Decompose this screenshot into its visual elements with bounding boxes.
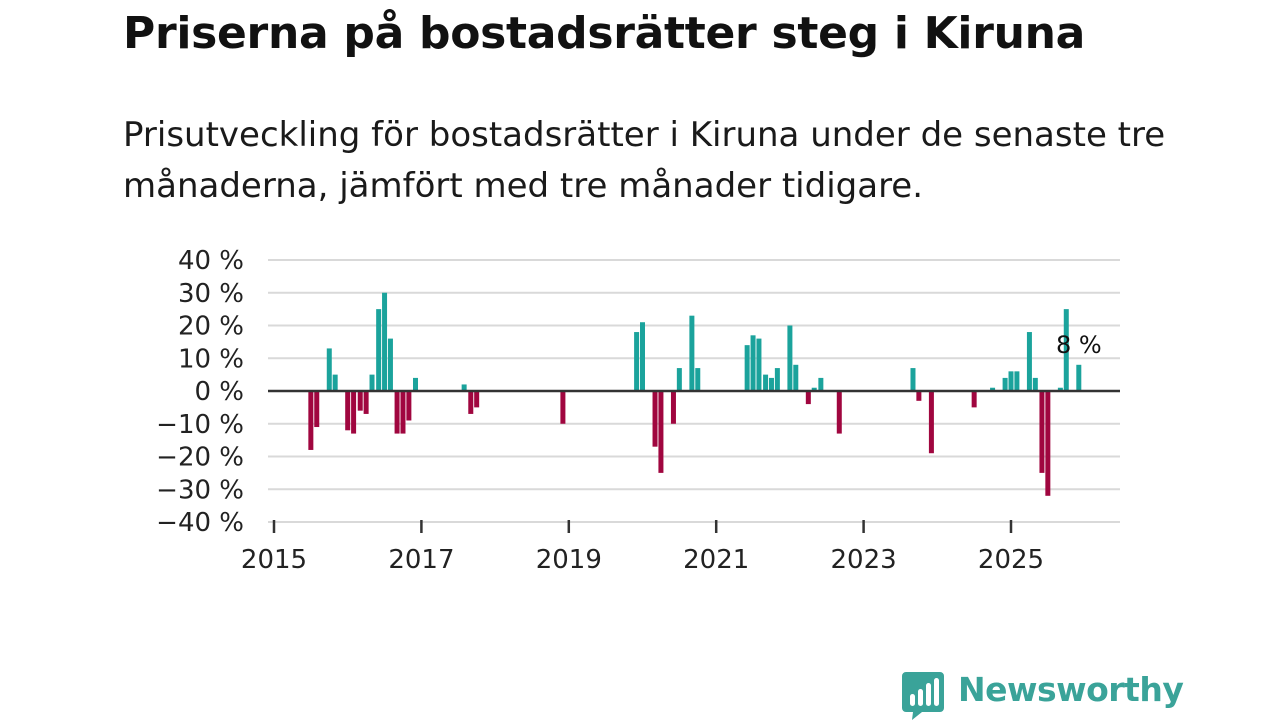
x-tick-label: 2017 xyxy=(388,545,454,575)
y-tick-label: 30 % xyxy=(178,279,244,309)
bar-negative xyxy=(971,391,977,408)
bar-positive xyxy=(1002,377,1008,391)
x-tick-label: 2015 xyxy=(241,545,307,575)
x-tick-label: 2023 xyxy=(831,545,897,575)
x-tick-label: 2019 xyxy=(536,545,602,575)
bar-negative xyxy=(1039,391,1045,473)
bar-negative xyxy=(314,391,320,428)
bars xyxy=(308,292,1082,496)
newsworthy-logo: Newsworthy xyxy=(902,670,1184,720)
bar-positive xyxy=(1014,371,1020,391)
bar-negative xyxy=(1045,391,1051,496)
bar-positive xyxy=(634,332,640,391)
bar-negative xyxy=(652,391,658,447)
y-tick-label: 0 % xyxy=(194,377,244,407)
x-tick-label: 2025 xyxy=(978,545,1044,575)
bar-negative xyxy=(345,391,351,431)
bar-negative xyxy=(468,391,474,414)
bar-positive xyxy=(1057,387,1063,391)
bar-negative xyxy=(916,391,922,401)
bar-negative xyxy=(805,391,811,405)
y-tick-label: 20 % xyxy=(178,312,244,342)
bar-positive xyxy=(787,325,793,391)
bar-positive xyxy=(1008,371,1014,391)
bar-positive xyxy=(774,368,780,391)
bar-positive xyxy=(369,374,375,391)
bar-positive xyxy=(413,377,419,391)
x-tick-label: 2021 xyxy=(683,545,749,575)
bar-positive xyxy=(640,322,645,391)
bar-positive xyxy=(818,377,824,391)
bar-positive xyxy=(695,368,701,391)
axes xyxy=(268,389,1120,533)
bar-negative xyxy=(363,391,369,414)
bar-negative xyxy=(670,391,676,424)
bar-positive xyxy=(689,315,695,391)
brand-name: Newsworthy xyxy=(958,670,1184,709)
bar-positive xyxy=(763,374,769,391)
bar-positive xyxy=(461,384,467,391)
bar-positive xyxy=(768,377,774,391)
bar-positive xyxy=(676,368,682,391)
bar-negative xyxy=(400,391,406,434)
bar-positive xyxy=(811,387,817,391)
y-tick-label: −20 % xyxy=(156,443,244,473)
bar-negative xyxy=(560,391,566,424)
bar-positive xyxy=(1026,332,1032,391)
bar-negative xyxy=(836,391,842,434)
bar-positive xyxy=(387,338,393,391)
y-tick-label: −10 % xyxy=(156,410,244,440)
latest-value-label: 8 % xyxy=(1056,331,1102,359)
bar-positive xyxy=(990,387,996,391)
bar-positive xyxy=(756,338,762,391)
bar-positive xyxy=(382,292,388,391)
bar-negative xyxy=(928,391,934,454)
y-tick-label: −30 % xyxy=(156,475,244,505)
chart-subtitle: Prisutveckling för bostadsrätter i Kirun… xyxy=(123,115,1166,206)
bar-positive xyxy=(1063,309,1069,391)
bar-negative xyxy=(308,391,314,450)
bar-positive xyxy=(332,374,338,391)
bar-negative xyxy=(658,391,664,473)
bar-positive xyxy=(793,364,799,391)
bar-positive xyxy=(744,345,750,391)
bar-positive xyxy=(910,368,916,391)
bar-positive xyxy=(1076,364,1082,391)
bar-negative xyxy=(394,391,400,434)
bar-positive xyxy=(750,335,756,391)
y-tick-label: 40 % xyxy=(178,246,244,276)
bar-positive xyxy=(376,309,382,391)
bar-positive xyxy=(326,348,332,391)
bar-negative xyxy=(357,391,363,411)
labels: 40 %30 %20 %10 %0 %−10 %−20 %−30 %−40 % 2… xyxy=(156,246,1101,575)
y-tick-label: −40 % xyxy=(156,508,244,538)
newsworthy-chart-bubble-icon xyxy=(902,672,944,720)
chart-title: Priserna på bostadsrätter steg i Kiruna xyxy=(123,8,1086,59)
bar-positive xyxy=(1032,377,1038,391)
bar-negative xyxy=(474,391,480,408)
bar-negative xyxy=(351,391,357,434)
y-tick-label: 10 % xyxy=(178,344,244,374)
bar-negative xyxy=(406,391,412,421)
